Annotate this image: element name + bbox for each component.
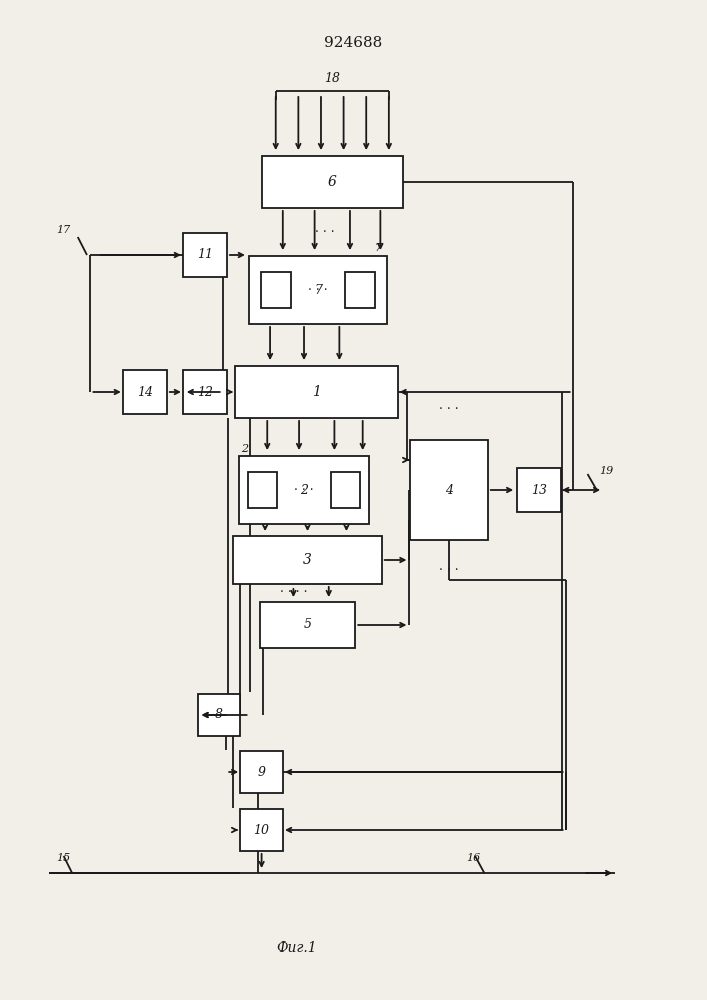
Text: 15: 15 [57, 853, 71, 863]
Text: · · · ·: · · · · [280, 586, 307, 599]
Text: 2: 2 [300, 484, 308, 496]
Bar [262, 156, 403, 208]
Text: 19: 19 [600, 466, 614, 476]
Text: 9: 9 [257, 766, 266, 778]
Text: 11: 11 [197, 248, 213, 261]
Text: 924688: 924688 [325, 36, 382, 50]
Text: 2: 2 [240, 444, 248, 454]
Text: 13: 13 [531, 484, 547, 496]
Bar [198, 694, 240, 736]
Text: 6: 6 [328, 175, 337, 189]
Text: 16: 16 [467, 853, 481, 863]
Text: · · ·: · · · [315, 226, 335, 238]
Bar [410, 440, 488, 540]
Text: 12: 12 [197, 385, 213, 398]
Text: 7: 7 [374, 243, 382, 253]
Bar [123, 370, 167, 414]
Text: 5: 5 [303, 618, 312, 632]
Text: 17: 17 [57, 225, 71, 235]
Text: · · ·: · · · [439, 403, 459, 416]
Text: 18: 18 [325, 72, 340, 85]
Bar [240, 809, 283, 851]
Text: 8: 8 [215, 708, 223, 722]
Bar [235, 366, 398, 418]
Bar [233, 536, 382, 584]
Text: · · ·: · · · [439, 563, 459, 576]
Bar [240, 751, 283, 793]
Text: Фиг.1: Фиг.1 [276, 941, 317, 955]
Text: 1: 1 [312, 385, 321, 399]
Bar [262, 272, 291, 308]
Bar [183, 370, 227, 414]
Bar [249, 256, 387, 324]
Bar [259, 602, 355, 648]
Text: 3: 3 [303, 553, 312, 567]
Bar [238, 456, 369, 524]
Text: 7: 7 [314, 284, 322, 296]
Bar [517, 468, 561, 512]
Bar [247, 472, 277, 508]
Text: 10: 10 [254, 824, 269, 836]
Bar [330, 472, 360, 508]
Text: 14: 14 [137, 385, 153, 398]
Bar [183, 233, 227, 277]
Text: · · ·: · · · [294, 484, 314, 496]
Bar [345, 272, 375, 308]
Text: 4: 4 [445, 484, 453, 496]
Text: · · ·: · · · [308, 284, 328, 296]
